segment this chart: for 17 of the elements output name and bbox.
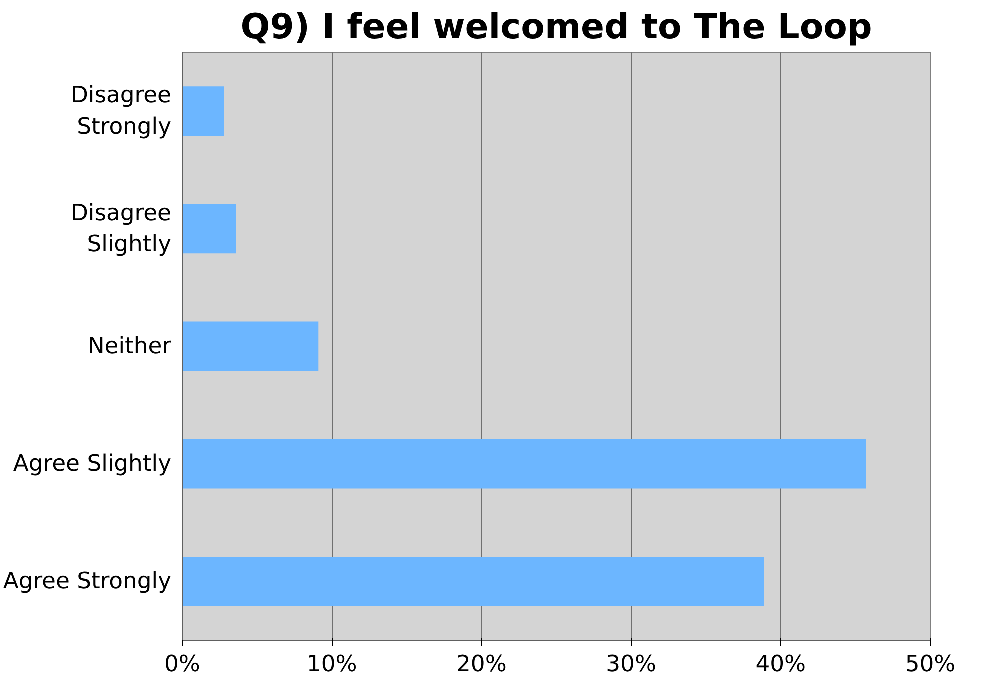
bar [182,322,319,372]
x-tick-label: 0% [164,652,200,678]
bar [182,86,224,136]
y-tick-label: Disagree Slightly [70,200,172,258]
x-tick-label: 30% [606,652,656,678]
x-tick-label: 20% [456,652,507,678]
y-tick-label: Agree Slightly [13,451,172,478]
x-tick-label: 10% [306,652,358,678]
bar [182,557,764,606]
bar [182,439,866,489]
y-tick-label: Agree Strongly [3,568,172,595]
x-tick-label: 50% [905,652,956,678]
y-tick-label: Neither [88,334,172,360]
chart-title: Q9) I feel welcomed to The Loop [240,8,872,48]
bar [182,204,236,254]
y-tick-label: Disagree Strongly [70,82,172,140]
x-tick-label: 40% [756,652,806,678]
